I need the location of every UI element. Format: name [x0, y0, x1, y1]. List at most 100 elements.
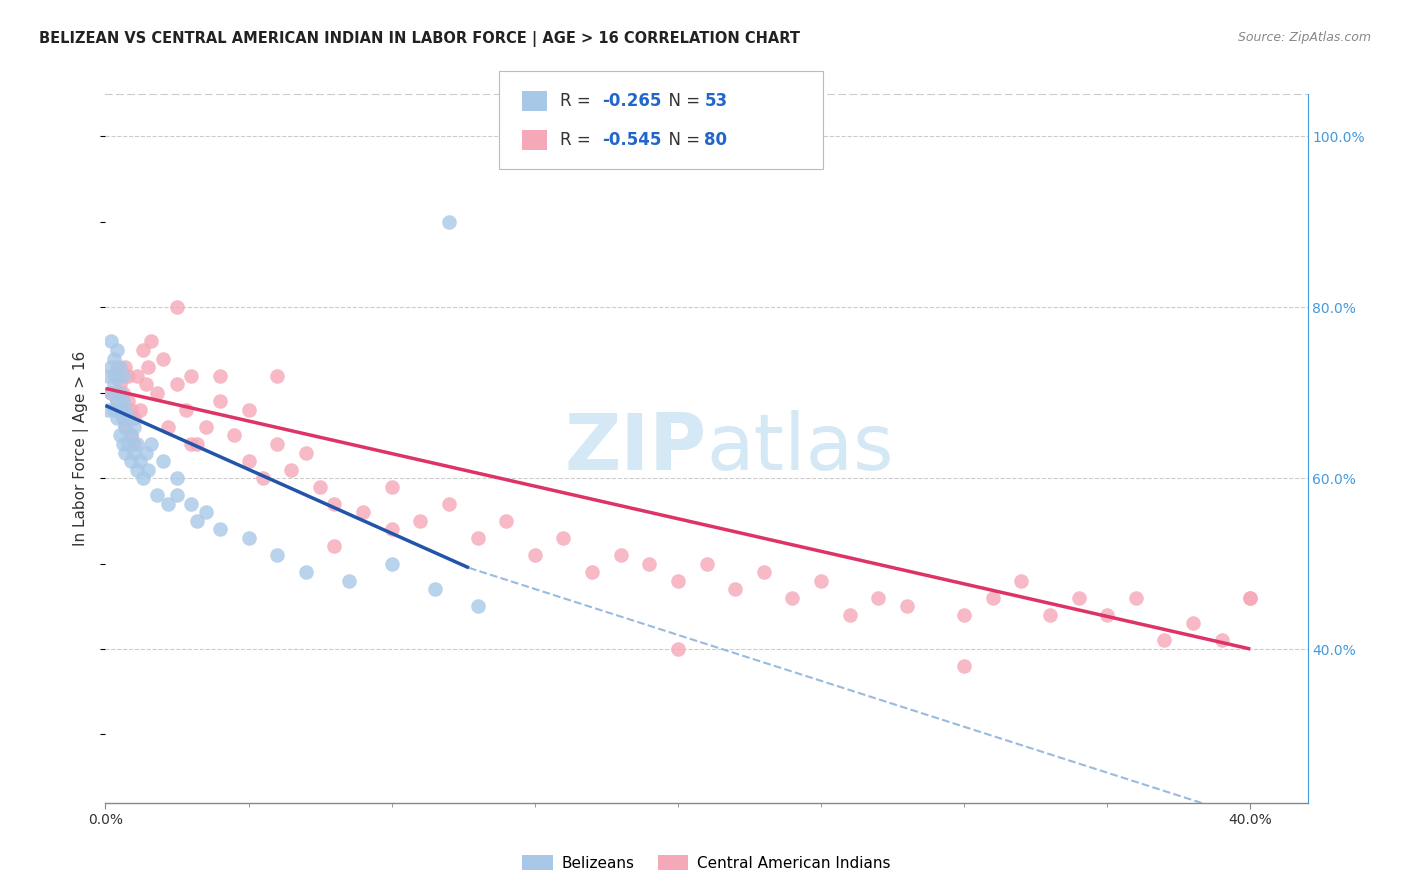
Point [120, 428, 142, 442]
Point [111, 411, 134, 425]
Point [117, 437, 139, 451]
Point [666, 642, 689, 657]
Point [114, 420, 136, 434]
Point [105, 368, 128, 383]
Point [295, 445, 318, 459]
Text: BELIZEAN VS CENTRAL AMERICAN INDIAN IN LABOR FORCE | AGE > 16 CORRELATION CHART: BELIZEAN VS CENTRAL AMERICAN INDIAN IN L… [39, 31, 800, 47]
Point [523, 548, 546, 562]
Point [100, 385, 122, 400]
Point [114, 420, 136, 434]
Point [103, 351, 125, 366]
Point [97, 402, 120, 417]
Point [238, 454, 260, 468]
Point [114, 445, 136, 459]
Point [782, 591, 804, 605]
Point [108, 385, 131, 400]
Text: -0.265: -0.265 [602, 92, 661, 110]
Point [868, 591, 890, 605]
Point [120, 428, 142, 442]
Point [180, 497, 202, 511]
Point [117, 411, 139, 425]
Point [423, 582, 446, 597]
Point [953, 607, 976, 622]
Point [157, 420, 180, 434]
Point [752, 565, 775, 579]
Point [122, 445, 145, 459]
Point [186, 437, 208, 451]
Point [131, 343, 153, 357]
Point [138, 360, 160, 375]
Point [146, 385, 169, 400]
Point [114, 360, 136, 375]
Point [266, 368, 288, 383]
Point [1067, 591, 1090, 605]
Point [495, 514, 517, 528]
Point [309, 480, 332, 494]
Point [409, 514, 432, 528]
Point [111, 411, 134, 425]
Point [1010, 574, 1032, 588]
Point [194, 420, 217, 434]
Point [337, 574, 360, 588]
Point [141, 334, 163, 349]
Point [180, 437, 202, 451]
Point [581, 565, 603, 579]
Text: R =: R = [560, 92, 596, 110]
Point [128, 402, 150, 417]
Point [208, 522, 231, 536]
Point [141, 437, 163, 451]
Point [135, 377, 157, 392]
Point [266, 437, 288, 451]
Point [437, 215, 460, 229]
Point [467, 531, 489, 545]
Point [696, 557, 718, 571]
Point [122, 420, 145, 434]
Text: Source: ZipAtlas.com: Source: ZipAtlas.com [1237, 31, 1371, 45]
Point [1095, 607, 1118, 622]
Point [1239, 591, 1261, 605]
Text: ZIP: ZIP [564, 410, 707, 486]
Point [724, 582, 747, 597]
Point [208, 394, 231, 409]
Point [166, 471, 188, 485]
Y-axis label: In Labor Force | Age > 16: In Labor Force | Age > 16 [73, 351, 90, 546]
Point [114, 402, 136, 417]
Text: atlas: atlas [707, 410, 894, 486]
Point [108, 360, 131, 375]
Point [174, 402, 197, 417]
Point [138, 462, 160, 476]
Point [108, 402, 131, 417]
Point [117, 394, 139, 409]
Point [609, 548, 631, 562]
Text: N =: N = [658, 131, 706, 149]
Point [105, 394, 128, 409]
Point [323, 497, 346, 511]
Point [135, 445, 157, 459]
Point [166, 377, 188, 392]
Point [108, 428, 131, 442]
Point [100, 334, 122, 349]
Point [638, 557, 661, 571]
Point [120, 454, 142, 468]
Point [666, 574, 689, 588]
Point [100, 360, 122, 375]
Point [252, 471, 274, 485]
Point [146, 488, 169, 502]
Point [97, 368, 120, 383]
Point [238, 402, 260, 417]
Point [180, 368, 202, 383]
Point [437, 497, 460, 511]
Point [295, 565, 318, 579]
Point [810, 574, 832, 588]
Point [323, 540, 346, 554]
Point [131, 471, 153, 485]
Point [122, 437, 145, 451]
Point [467, 599, 489, 614]
Point [381, 557, 404, 571]
Point [111, 394, 134, 409]
Point [1039, 607, 1062, 622]
Point [208, 368, 231, 383]
Point [238, 531, 260, 545]
Point [117, 368, 139, 383]
Point [280, 462, 302, 476]
